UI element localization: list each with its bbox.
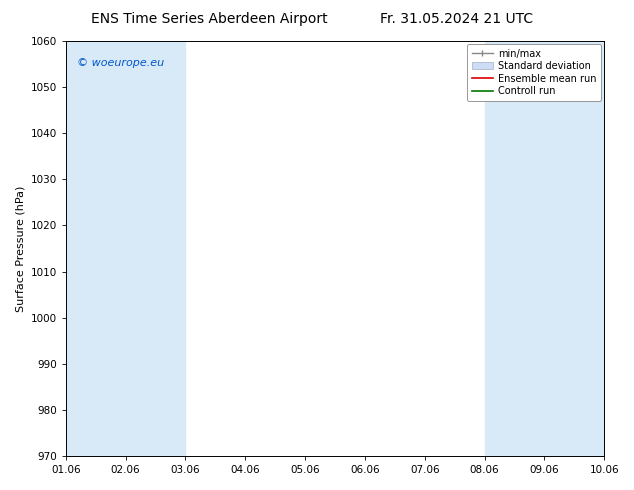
Text: © woeurope.eu: © woeurope.eu — [77, 58, 164, 68]
Bar — [484, 41, 545, 456]
Text: ENS Time Series Aberdeen Airport: ENS Time Series Aberdeen Airport — [91, 12, 328, 26]
Bar — [66, 41, 186, 456]
Y-axis label: Surface Pressure (hPa): Surface Pressure (hPa) — [15, 185, 25, 312]
Bar — [545, 41, 604, 456]
Text: Fr. 31.05.2024 21 UTC: Fr. 31.05.2024 21 UTC — [380, 12, 533, 26]
Legend: min/max, Standard deviation, Ensemble mean run, Controll run: min/max, Standard deviation, Ensemble me… — [467, 44, 601, 101]
